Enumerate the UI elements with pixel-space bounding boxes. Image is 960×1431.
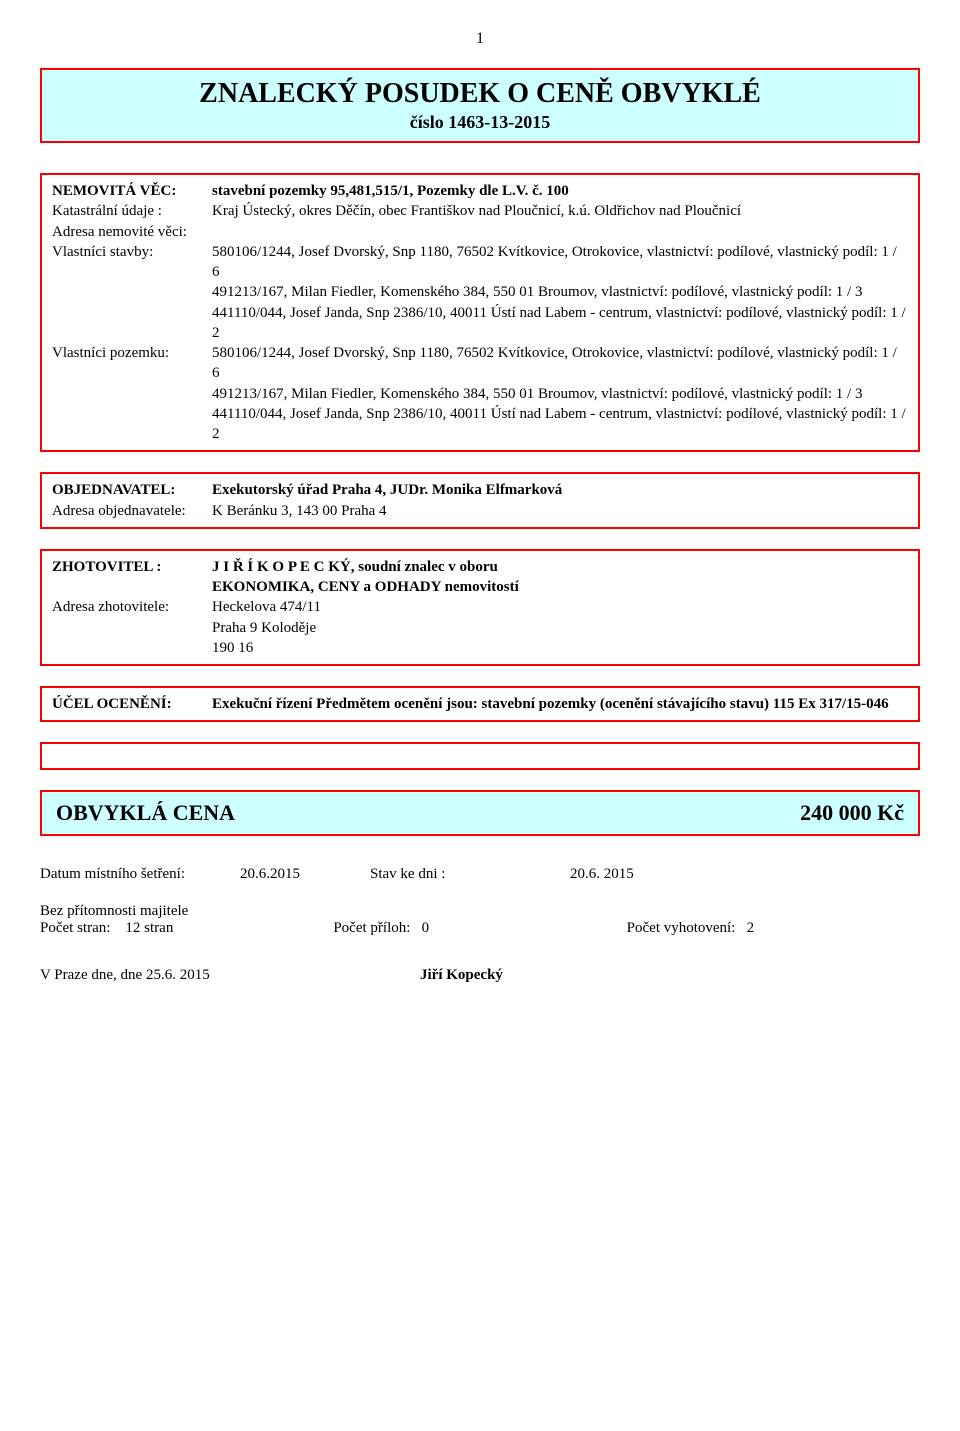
pocet-stran: Počet stran: 12 stran bbox=[40, 920, 333, 937]
signature-right: Jiří Kopecký bbox=[420, 967, 503, 984]
ucel-label: ÚČEL OCENĚNÍ: bbox=[52, 694, 212, 714]
stav-value: 20.6. 2015 bbox=[570, 866, 700, 883]
zhotovitel-label: ZHOTOVITEL : bbox=[52, 557, 212, 577]
zhotovitel-adresa-line2: Praha 9 Koloděje bbox=[212, 618, 908, 638]
vlastnici-pozemku-value: 580106/1244, Josef Dvorský, Snp 1180, 76… bbox=[212, 343, 908, 444]
vlastnici-pozemku-label: Vlastníci pozemku: bbox=[52, 343, 212, 363]
objednavatel-adresa-value: K Beránku 3, 143 00 Praha 4 bbox=[212, 501, 908, 521]
ucel-box: ÚČEL OCENĚNÍ: Exekuční řízení Předmětem … bbox=[40, 686, 920, 722]
pocet-stran-value: 12 stran bbox=[125, 920, 173, 936]
zhotovitel-value: J I Ř Í K O P E C KÝ, soudní znalec v ob… bbox=[212, 557, 908, 598]
nemovita-box: NEMOVITÁ VĚC: stavební pozemky 95,481,51… bbox=[40, 173, 920, 452]
empty-box bbox=[40, 742, 920, 770]
katastr-label: Katastrální údaje : bbox=[52, 201, 212, 221]
vlastnici-pozemku-2: 491213/167, Milan Fiedler, Komenského 38… bbox=[212, 384, 908, 404]
nemovita-label: NEMOVITÁ VĚC: bbox=[52, 181, 212, 201]
zhotovitel-adresa-value: Heckelova 474/11 Praha 9 Koloděje 190 16 bbox=[212, 597, 908, 658]
vlastnici-stavby-label: Vlastníci stavby: bbox=[52, 242, 212, 262]
stav-label: Stav ke dni : bbox=[370, 866, 570, 883]
ucel-value: Exekuční řízení Předmětem ocenění jsou: … bbox=[212, 694, 908, 714]
title-sub: číslo 1463-13-2015 bbox=[54, 112, 906, 133]
datum-label: Datum místního šetření: bbox=[40, 866, 240, 883]
zhotovitel-value-line2: EKONOMIKA, CENY a ODHADY nemovitostí bbox=[212, 577, 908, 597]
objednavatel-label: OBJEDNAVATEL: bbox=[52, 480, 212, 500]
title-box: ZNALECKÝ POSUDEK O CENĚ OBVYKLÉ číslo 14… bbox=[40, 68, 920, 143]
vlastnici-pozemku-3: 441110/044, Josef Janda, Snp 2386/10, 40… bbox=[212, 404, 908, 445]
vlastnici-pozemku-1: 580106/1244, Josef Dvorský, Snp 1180, 76… bbox=[212, 343, 908, 384]
vlastnici-stavby-2: 491213/167, Milan Fiedler, Komenského 38… bbox=[212, 282, 908, 302]
pocet-stran-label: Počet stran: bbox=[40, 920, 110, 936]
signature-left: V Praze dne, dne 25.6. 2015 bbox=[40, 967, 420, 984]
signature: V Praze dne, dne 25.6. 2015 Jiří Kopecký bbox=[40, 967, 920, 984]
title-main: ZNALECKÝ POSUDEK O CENĚ OBVYKLÉ bbox=[54, 78, 906, 110]
katastr-value: Kraj Ústecký, okres Děčín, obec Františk… bbox=[212, 201, 908, 221]
pocet-priloh-value: 0 bbox=[422, 920, 430, 936]
zhotovitel-adresa-line1: Heckelova 474/11 bbox=[212, 597, 908, 617]
nemovita-value: stavební pozemky 95,481,515/1, Pozemky d… bbox=[212, 181, 908, 201]
footer-dates: Datum místního šetření: 20.6.2015 Stav k… bbox=[40, 866, 920, 883]
pocet-vyhotoveni: Počet vyhotovení: 2 bbox=[627, 920, 920, 937]
price-label: OBVYKLÁ CENA bbox=[56, 800, 235, 826]
pocet-priloh-label: Počet příloh: bbox=[333, 920, 410, 936]
adresa-nemovite-label: Adresa nemovité věci: bbox=[52, 222, 212, 242]
zhotovitel-adresa-label: Adresa zhotovitele: bbox=[52, 597, 212, 617]
page-number: 1 bbox=[40, 30, 920, 48]
pocet-vyhotoveni-label: Počet vyhotovení: bbox=[627, 920, 736, 936]
price-box: OBVYKLÁ CENA 240 000 Kč bbox=[40, 790, 920, 836]
vlastnici-stavby-value: 580106/1244, Josef Dvorský, Snp 1180, 76… bbox=[212, 242, 908, 343]
pocet-priloh: Počet příloh: 0 bbox=[333, 920, 626, 937]
price-value: 240 000 Kč bbox=[800, 800, 904, 826]
footer-counts: Počet stran: 12 stran Počet příloh: 0 Po… bbox=[40, 920, 920, 937]
zhotovitel-adresa-line3: 190 16 bbox=[212, 638, 908, 658]
zhotovitel-value-line1: J I Ř Í K O P E C KÝ, soudní znalec v ob… bbox=[212, 557, 908, 577]
bez-pritomnosti: Bez přítomnosti majitele bbox=[40, 903, 920, 920]
footer-block: Bez přítomnosti majitele Počet stran: 12… bbox=[40, 903, 920, 937]
objednavatel-box: OBJEDNAVATEL: Exekutorský úřad Praha 4, … bbox=[40, 472, 920, 529]
objednavatel-value: Exekutorský úřad Praha 4, JUDr. Monika E… bbox=[212, 480, 908, 500]
vlastnici-stavby-3: 441110/044, Josef Janda, Snp 2386/10, 40… bbox=[212, 303, 908, 344]
vlastnici-stavby-1: 580106/1244, Josef Dvorský, Snp 1180, 76… bbox=[212, 242, 908, 283]
pocet-vyhotoveni-value: 2 bbox=[747, 920, 755, 936]
datum-value: 20.6.2015 bbox=[240, 866, 370, 883]
objednavatel-adresa-label: Adresa objednavatele: bbox=[52, 501, 212, 521]
zhotovitel-box: ZHOTOVITEL : J I Ř Í K O P E C KÝ, soudn… bbox=[40, 549, 920, 666]
